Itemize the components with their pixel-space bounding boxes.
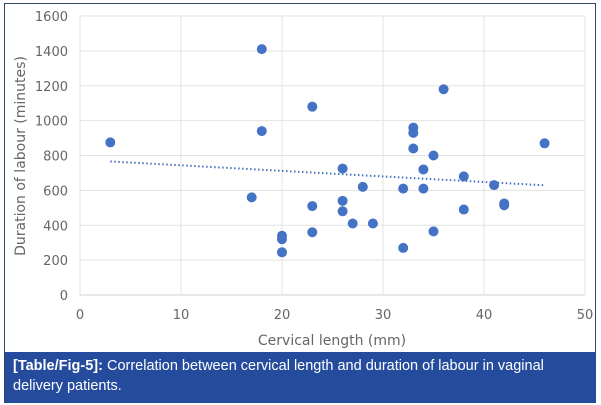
x-tick-label: 0 (76, 308, 84, 323)
y-tick-label: 1200 (35, 80, 68, 95)
data-point (408, 143, 419, 154)
y-tick-label: 1000 (35, 115, 68, 130)
figure-frame (4, 3, 596, 403)
y-tick-label: 1400 (35, 45, 68, 60)
data-point (398, 242, 409, 253)
data-point (307, 227, 318, 238)
data-point (307, 201, 318, 212)
x-tick-label: 40 (476, 308, 493, 323)
x-axis-title: Cervical length (mm) (258, 333, 406, 349)
data-point (367, 218, 378, 229)
data-point (489, 180, 500, 191)
y-tick-label: 1600 (35, 10, 68, 25)
y-tick-label: 200 (43, 254, 68, 269)
y-tick-label: 400 (43, 219, 68, 234)
data-point (418, 164, 429, 175)
y-tick-label: 600 (43, 184, 68, 199)
y-axis-title: Duration of labour (minutes) (13, 56, 29, 256)
data-point (428, 226, 439, 237)
x-tick-labels: 0 10 20 30 40 50 (76, 308, 593, 323)
data-point (428, 150, 439, 161)
data-point (458, 204, 469, 215)
y-tick-labels: 0 200 400 600 800 1000 1200 1400 1600 (35, 10, 68, 304)
data-point (307, 101, 318, 112)
data-point (438, 84, 449, 95)
gridlines (79, 15, 586, 296)
data-point (246, 192, 257, 203)
data-point (458, 171, 469, 182)
x-tick-label: 30 (375, 308, 392, 323)
data-point (105, 137, 116, 148)
data-point (337, 206, 348, 217)
data-point (277, 234, 287, 245)
y-tick-label: 800 (43, 150, 68, 165)
x-tick-label: 50 (577, 308, 594, 323)
figure-caption: [Table/Fig-5]: Correlation between cervi… (5, 352, 596, 403)
data-point (256, 126, 267, 137)
x-tick-label: 10 (173, 308, 190, 323)
data-point (277, 247, 287, 258)
data-point (347, 218, 358, 229)
caption-text: Correlation between cervical length and … (13, 358, 544, 394)
data-point (499, 200, 510, 211)
data-point (398, 183, 409, 194)
trendline (110, 160, 545, 187)
data-point (539, 138, 550, 149)
x-tick-label: 20 (274, 308, 291, 323)
data-points (105, 44, 550, 258)
data-point (418, 183, 429, 194)
y-tick-label: 0 (60, 289, 68, 304)
trendline-group (110, 160, 545, 187)
data-point (337, 163, 348, 174)
data-point (357, 181, 368, 192)
data-point (337, 195, 348, 206)
scatter-chart: 0 200 400 600 800 1000 1200 1400 1600 0 10 20 30 40 5… (13, 10, 593, 349)
data-point (408, 127, 419, 138)
data-point (256, 44, 267, 55)
caption-label: [Table/Fig-5]: (13, 358, 103, 374)
